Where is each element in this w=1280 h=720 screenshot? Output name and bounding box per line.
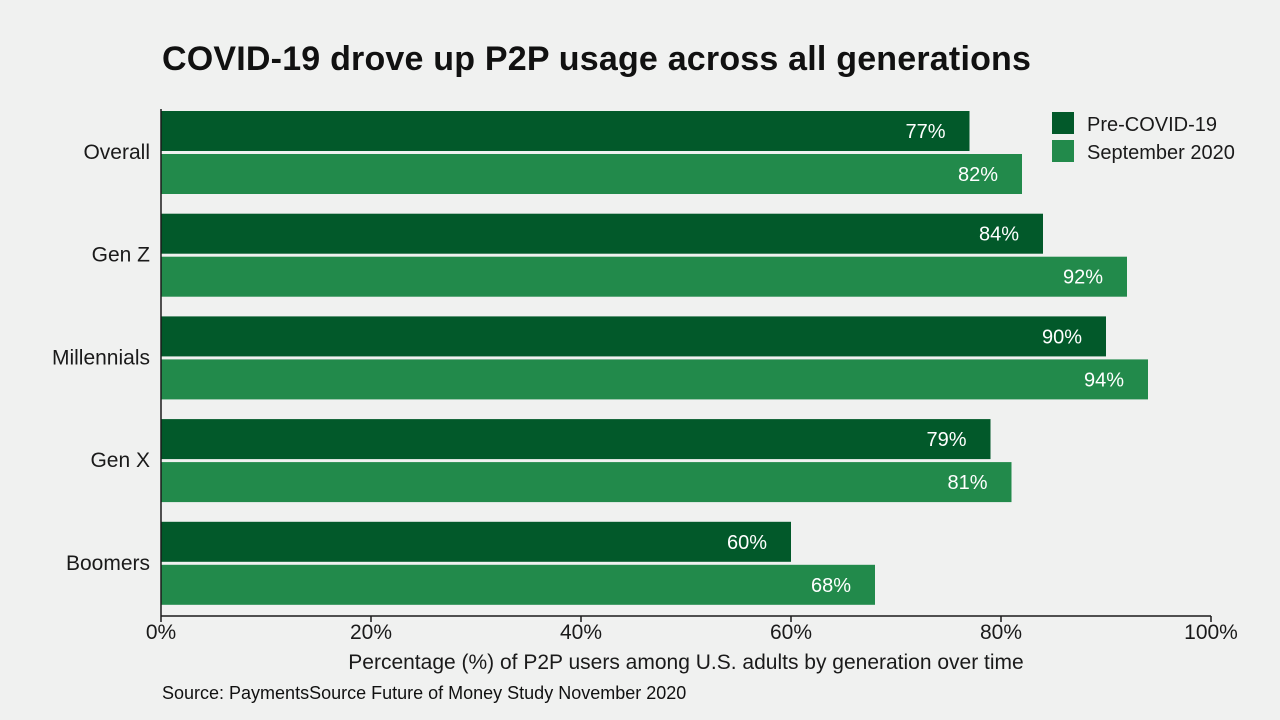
- category-label-overall: Overall: [83, 141, 150, 164]
- data-label-overall-pre-covid-19: 77%: [905, 121, 945, 143]
- x-tick-label-40: 40%: [560, 621, 602, 644]
- data-label-millennials-pre-covid-19: 90%: [1042, 326, 1082, 348]
- legend-swatch-september-2020: [1052, 140, 1074, 162]
- source-note: Source: PaymentsSource Future of Money S…: [162, 683, 687, 703]
- x-axis-title: Percentage (%) of P2P users among U.S. a…: [348, 651, 1023, 674]
- bar-gen-x-september-2020: [161, 462, 1012, 503]
- bar-boomers-september-2020: [161, 564, 875, 605]
- x-tick-label-100: 100%: [1184, 621, 1238, 644]
- category-label-millennials: Millennials: [52, 346, 150, 369]
- category-label-gen-x: Gen X: [90, 449, 150, 472]
- data-label-millennials-september-2020: 94%: [1084, 369, 1124, 391]
- data-label-overall-september-2020: 82%: [958, 164, 998, 186]
- x-tick-label-20: 20%: [350, 621, 392, 644]
- bar-gen-x-pre-covid-19: [161, 419, 991, 460]
- bar-overall-pre-covid-19: [161, 111, 970, 151]
- bar-gen-z-pre-covid-19: [161, 213, 1043, 254]
- legend-label-pre-covid-19: Pre-COVID-19: [1087, 114, 1217, 136]
- data-label-gen-z-september-2020: 92%: [1063, 267, 1103, 289]
- x-tick-label-60: 60%: [770, 621, 812, 644]
- category-label-gen-z: Gen Z: [92, 244, 151, 267]
- x-tick-label-80: 80%: [980, 621, 1022, 644]
- legend-swatch-pre-covid-19: [1052, 112, 1074, 134]
- legend-label-september-2020: September 2020: [1087, 142, 1235, 164]
- bar-boomers-pre-covid-19: [161, 521, 791, 562]
- data-label-gen-x-september-2020: 81%: [947, 472, 987, 494]
- data-label-boomers-september-2020: 68%: [811, 575, 851, 597]
- data-label-gen-x-pre-covid-19: 79%: [926, 429, 966, 451]
- category-label-boomers: Boomers: [66, 552, 150, 575]
- data-label-gen-z-pre-covid-19: 84%: [979, 224, 1019, 246]
- x-tick-label-0: 0%: [146, 621, 176, 644]
- bar-gen-z-september-2020: [161, 256, 1127, 297]
- data-label-boomers-pre-covid-19: 60%: [727, 532, 767, 554]
- chart-title: COVID-19 drove up P2P usage across all g…: [162, 40, 1032, 78]
- bar-overall-september-2020: [161, 154, 1022, 194]
- bar-millennials-pre-covid-19: [161, 316, 1106, 357]
- bar-millennials-september-2020: [161, 359, 1148, 400]
